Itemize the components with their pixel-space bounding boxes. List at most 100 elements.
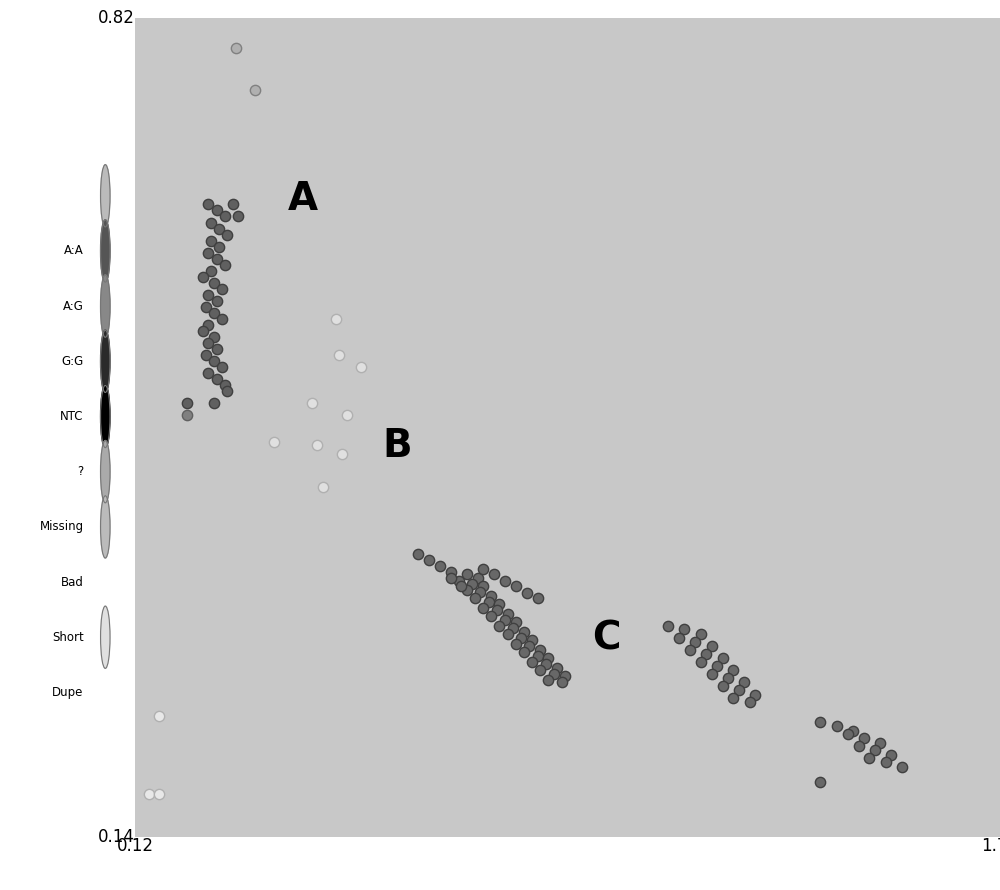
Point bbox=[453, 579, 469, 594]
Point bbox=[742, 694, 758, 708]
Point bbox=[195, 324, 211, 338]
Point bbox=[516, 625, 532, 639]
Point bbox=[736, 676, 752, 690]
Point bbox=[720, 670, 736, 684]
Point bbox=[554, 676, 570, 690]
Point bbox=[206, 330, 222, 344]
Point bbox=[209, 203, 225, 217]
Circle shape bbox=[101, 441, 110, 503]
Circle shape bbox=[101, 275, 110, 337]
Point bbox=[513, 631, 529, 645]
Point bbox=[524, 655, 540, 669]
Point bbox=[540, 651, 556, 666]
Point bbox=[475, 562, 491, 577]
Point bbox=[500, 627, 516, 642]
Point bbox=[211, 222, 227, 236]
Point bbox=[200, 336, 216, 350]
Point bbox=[214, 281, 230, 295]
Point bbox=[195, 270, 211, 284]
Point bbox=[443, 570, 459, 585]
Point bbox=[660, 619, 676, 633]
Point bbox=[217, 378, 233, 392]
Point bbox=[219, 228, 235, 242]
Point bbox=[334, 447, 350, 461]
Point bbox=[328, 312, 344, 326]
Point bbox=[709, 659, 725, 673]
Point bbox=[508, 637, 524, 651]
Point bbox=[410, 546, 426, 561]
Point bbox=[698, 646, 714, 660]
Point bbox=[671, 631, 687, 645]
Point bbox=[519, 587, 535, 601]
Point bbox=[872, 735, 888, 749]
Point bbox=[546, 667, 562, 681]
Point bbox=[459, 583, 475, 597]
Point bbox=[206, 276, 222, 290]
Point bbox=[530, 649, 546, 663]
Point bbox=[470, 570, 486, 585]
Point bbox=[475, 601, 491, 615]
Circle shape bbox=[101, 165, 110, 227]
Point bbox=[524, 633, 540, 647]
Point bbox=[538, 658, 554, 672]
Point bbox=[225, 198, 241, 212]
Point bbox=[856, 731, 872, 745]
Point bbox=[203, 233, 219, 247]
Point bbox=[432, 559, 448, 573]
Point bbox=[206, 354, 222, 368]
Text: Missing: Missing bbox=[40, 521, 84, 533]
Point bbox=[459, 567, 475, 581]
Point bbox=[200, 287, 216, 302]
Point bbox=[851, 740, 867, 754]
Point bbox=[214, 360, 230, 374]
Point bbox=[704, 667, 720, 681]
Point bbox=[443, 564, 459, 578]
Point bbox=[331, 348, 347, 362]
Point bbox=[247, 83, 263, 97]
Point bbox=[747, 687, 763, 701]
Point bbox=[676, 622, 692, 636]
Point bbox=[481, 595, 497, 609]
Point bbox=[209, 294, 225, 308]
Text: ?: ? bbox=[77, 465, 84, 478]
Point bbox=[217, 257, 233, 271]
Text: B: B bbox=[383, 427, 412, 465]
Point bbox=[483, 609, 499, 623]
Circle shape bbox=[101, 496, 110, 558]
Point bbox=[309, 438, 325, 452]
Point bbox=[206, 305, 222, 320]
Point bbox=[725, 663, 741, 677]
Point bbox=[151, 709, 167, 724]
Point bbox=[500, 607, 516, 621]
Point bbox=[200, 198, 216, 212]
Point bbox=[508, 579, 524, 594]
Point bbox=[198, 300, 214, 314]
Circle shape bbox=[101, 606, 110, 668]
Point bbox=[219, 384, 235, 398]
Point bbox=[304, 396, 320, 410]
Text: A: A bbox=[287, 181, 317, 218]
Text: NTC: NTC bbox=[60, 410, 84, 423]
Point bbox=[203, 215, 219, 230]
Point bbox=[206, 396, 222, 410]
Point bbox=[840, 727, 856, 741]
Point bbox=[151, 788, 167, 802]
Point bbox=[209, 252, 225, 266]
Point bbox=[878, 755, 894, 769]
Circle shape bbox=[101, 330, 110, 392]
Point bbox=[200, 246, 216, 260]
Point bbox=[894, 760, 910, 774]
Point bbox=[532, 643, 548, 657]
Point bbox=[198, 348, 214, 362]
Point bbox=[687, 635, 703, 649]
Point bbox=[731, 683, 747, 697]
Point bbox=[861, 751, 877, 765]
Point bbox=[682, 643, 698, 657]
Point bbox=[693, 627, 709, 642]
Point bbox=[521, 639, 537, 653]
Text: 0.82: 0.82 bbox=[98, 9, 135, 27]
Point bbox=[532, 663, 548, 677]
Point bbox=[812, 775, 828, 789]
Point bbox=[505, 621, 521, 635]
Point bbox=[867, 743, 883, 757]
